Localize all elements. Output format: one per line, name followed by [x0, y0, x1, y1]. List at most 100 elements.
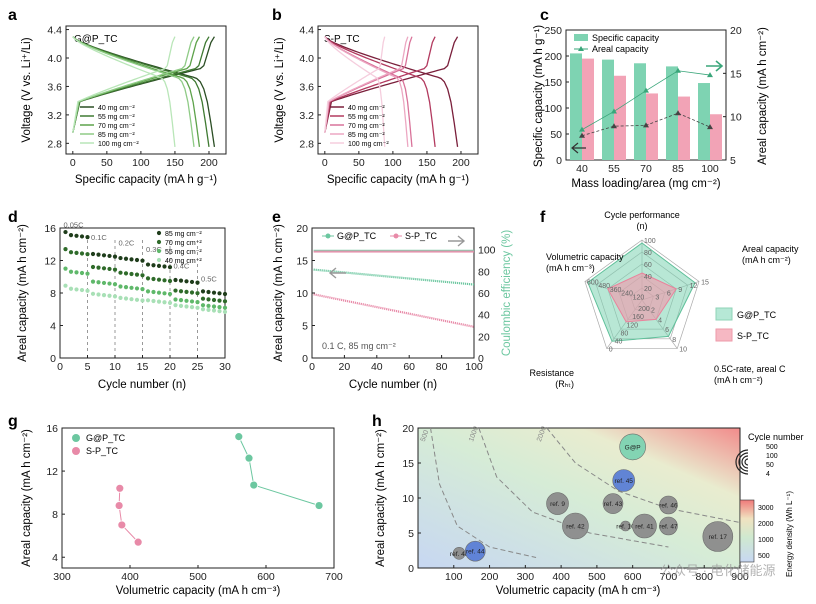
size-label-1: 100	[766, 453, 778, 460]
x-tick-label: 300	[53, 571, 71, 583]
panel-c-ylabel-right: Areal capacity (mA h cm⁻²)	[757, 27, 769, 165]
rate-point	[145, 276, 151, 281]
rate-point	[134, 297, 140, 302]
rate-point	[189, 290, 195, 295]
arrow-left	[328, 267, 346, 279]
panel-g-legend-1: G@P_TC	[86, 433, 126, 443]
x-tick-label: 600	[624, 571, 642, 583]
y2-tick-label: 0	[478, 353, 484, 365]
radar-tick: 80	[644, 250, 652, 257]
size-arc-3	[744, 458, 749, 466]
rate-point	[178, 303, 184, 308]
rate-point	[151, 289, 156, 295]
charge-curve-1	[324, 36, 436, 133]
radar-tick: 6	[667, 291, 671, 298]
rate-point	[96, 292, 101, 297]
series-point	[115, 483, 125, 493]
capacity-series-0	[313, 268, 475, 286]
rate-point	[162, 264, 167, 269]
bubble-label-7: ref. 41	[635, 524, 654, 531]
y-tick-label: 150	[544, 77, 562, 89]
panel-c-ylabel: Specific capacity (mA h g⁻¹)	[533, 25, 545, 167]
rate-label-3: 0.3C	[146, 245, 162, 254]
series-point	[114, 501, 124, 510]
rate-point	[112, 294, 118, 299]
rate-point	[178, 289, 184, 294]
bubble-5	[562, 512, 589, 540]
y2-tick-label: 5	[730, 155, 736, 167]
panel-h-points: G@P ref. 45 ref. 9 ref. 43 ref. 46 ref. 42 ref…	[450, 433, 734, 562]
panel-e-ylabel-right: Coulombic efficiency (%)	[501, 230, 513, 357]
rate-point	[156, 290, 162, 295]
panel-d-label: d	[8, 209, 18, 226]
rate-point	[184, 298, 189, 303]
y-tick-label: 15	[402, 458, 414, 470]
panel-d-ylabel: Areal capacity (mA h cm⁻²)	[17, 224, 29, 362]
panel-g-legend-marker-2	[72, 447, 80, 455]
rate-point	[189, 299, 195, 304]
bubble-10	[452, 546, 466, 560]
panel-e-legend-marker-1	[325, 233, 331, 239]
rate-point	[211, 304, 217, 309]
contour-2	[546, 427, 741, 523]
radar-axis-label-2: 0.5C-rate, areal C	[714, 364, 786, 374]
y-tick-label: 12	[46, 466, 58, 478]
x-tick-label: 400	[552, 571, 570, 583]
y-tick-label: 10	[296, 288, 308, 300]
x-tick-label: 200	[481, 571, 499, 583]
series-point	[244, 453, 254, 463]
size-arc-2	[741, 455, 749, 469]
discharge-curve-4	[324, 36, 386, 147]
legend-label-3: 85 mg cm⁻²	[98, 132, 135, 139]
rate-point	[173, 277, 178, 283]
radar-tick: 2	[651, 308, 655, 315]
arrow-left	[571, 142, 586, 154]
y2-tick-label: 100	[478, 245, 496, 257]
radar-tick: 120	[626, 322, 638, 329]
panel-h-watermark: 公众号 · 电化储能源	[660, 563, 776, 578]
panel-g-ticks: 300 400 500 600 700 4 8 12 16	[46, 423, 343, 583]
legend-label-0: 85 mg cm⁻²	[165, 231, 202, 238]
rate-point	[129, 257, 134, 262]
rate-point	[145, 262, 151, 267]
rate-point	[74, 287, 79, 292]
radar-axis-unit-1: (mA h cm⁻²)	[742, 255, 791, 265]
x-tick-label: 15	[137, 361, 149, 373]
x-tick-label: 85	[672, 163, 684, 175]
bar-sp-3	[678, 96, 690, 160]
y-tick-label: 10	[402, 493, 414, 505]
panel-f-legend-1: G@P_TC	[737, 310, 777, 320]
panel-a-legend: 40 mg cm⁻² 55 mg cm⁻² 70 mg cm⁻² 85 mg cm⁻²…	[80, 105, 139, 148]
rate-point	[167, 265, 173, 270]
radar-area-1	[607, 272, 677, 323]
panel-e-label: e	[272, 209, 281, 226]
x-tick-label: 0	[322, 157, 328, 169]
rate-point	[63, 229, 68, 235]
rate-point	[195, 305, 200, 310]
bar-gp-3	[666, 66, 678, 160]
x-tick-label: 0	[70, 157, 76, 169]
bar-sp-0	[582, 58, 594, 160]
rate-point	[178, 298, 184, 303]
bubble-8	[659, 516, 678, 536]
rate-point	[123, 271, 129, 276]
panel-a-title: G@P_TC	[74, 34, 118, 45]
rate-point	[90, 291, 96, 296]
panel-h-size-legend-title: Cycle number	[748, 432, 804, 442]
panel-f-legend-2: S-P_TC	[737, 331, 770, 341]
size-arc-0	[735, 449, 749, 475]
colorbar-tick-3: 500	[758, 553, 770, 560]
legend-label-0: 40 mg cm⁻²	[98, 105, 135, 112]
rate-point	[85, 271, 90, 276]
discharge-curve-3	[324, 36, 409, 147]
colorbar-tick-0: 3000	[758, 505, 774, 512]
x-tick-label: 150	[166, 157, 184, 169]
bubble-3	[602, 493, 624, 514]
y-tick-label: 50	[550, 129, 562, 141]
legend-label-2: 70 mg cm⁻²	[348, 123, 385, 130]
x-tick-label: 200	[452, 157, 470, 169]
discharge-curve-4	[72, 36, 176, 147]
rate-point	[134, 257, 140, 263]
rate-point	[222, 309, 228, 314]
